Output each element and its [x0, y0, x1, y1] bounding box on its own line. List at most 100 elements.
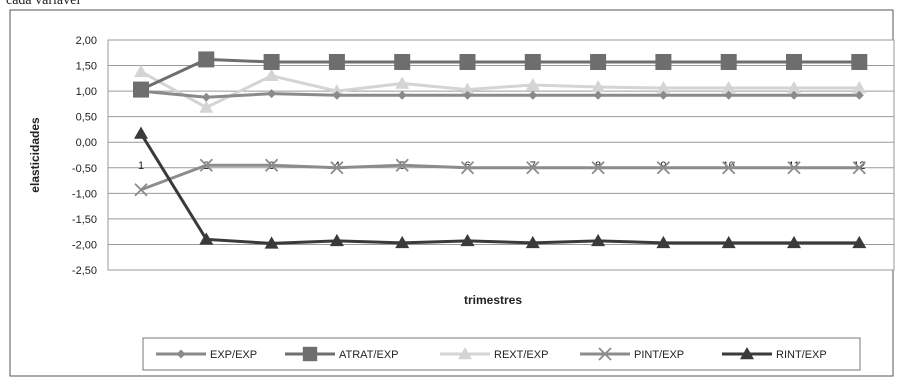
x-tick-label: 11 [788, 160, 799, 172]
point [590, 53, 607, 70]
series-line [140, 70, 860, 110]
point [199, 232, 214, 245]
y-tick-label: -2,00 [72, 239, 97, 251]
point [591, 80, 606, 93]
point [593, 90, 603, 100]
point [267, 89, 277, 99]
point [656, 81, 671, 94]
legend-label: RINT/EXP [776, 349, 827, 361]
series-line [140, 57, 860, 91]
point [263, 53, 280, 70]
series-group [133, 51, 868, 249]
legend-item: RINT/EXP [722, 347, 827, 361]
legend-item: PINT/EXP [580, 347, 684, 361]
point [395, 76, 410, 89]
point [591, 233, 606, 247]
x-tick-label: 4 [334, 160, 340, 172]
legend: EXP/EXP ATRAT/EXP REXT/EXP PINT/EXP RINT/EXP [156, 346, 827, 362]
point [328, 53, 345, 70]
point [394, 53, 411, 70]
point [199, 158, 213, 172]
y-tick-label: 1,50 [76, 61, 97, 73]
y-tick-label: -1,50 [72, 214, 97, 226]
point [330, 161, 344, 175]
point [332, 90, 342, 100]
point [395, 235, 410, 249]
header-fragment: cada variável [6, 0, 80, 8]
point [655, 53, 672, 70]
series-line [139, 132, 860, 245]
x-axis-title: trimestres [464, 293, 522, 307]
point [852, 235, 867, 249]
point [852, 161, 866, 175]
point [134, 126, 148, 139]
y-tick-labels: 2,00 1,50 1,00 0,50 0,00 -0,50 -1,00 -1,50 -2,00… [72, 35, 97, 277]
plot-area [107, 39, 895, 271]
point [740, 347, 754, 360]
point [463, 90, 472, 100]
point [329, 233, 344, 247]
y-tick-label: 2,00 [76, 35, 97, 47]
point [525, 235, 540, 249]
x-tick-label: 9 [660, 160, 666, 172]
point [199, 100, 214, 113]
x-tick-label: 8 [595, 160, 601, 172]
point [524, 53, 541, 70]
point [658, 90, 668, 100]
point [459, 53, 476, 70]
point [721, 235, 736, 249]
point [134, 183, 148, 197]
point [528, 90, 538, 100]
x-tick-label: 10 [723, 160, 735, 172]
y-tick-label: 0,00 [76, 137, 97, 149]
x-tick-label: 6 [464, 160, 470, 172]
point [302, 346, 318, 362]
point [851, 53, 868, 70]
legend-label: REXT/EXP [494, 349, 548, 361]
y-tick-label: 1,00 [76, 86, 97, 98]
series-line [140, 89, 860, 99]
y-tick-label: -1,00 [72, 188, 97, 200]
point [460, 161, 475, 175]
point [724, 90, 734, 100]
point [395, 158, 409, 172]
x-tick-label: 7 [530, 160, 536, 172]
series-pint-exp [134, 158, 866, 197]
x-tick-label: 12 [853, 160, 865, 172]
point [397, 90, 407, 100]
legend-label: PINT/EXP [634, 349, 684, 361]
series-rext-exp [134, 64, 867, 113]
point [591, 161, 605, 175]
x-tick-label: 1 [138, 160, 144, 172]
y-axis-title: elasticidades [28, 117, 42, 193]
series-line [140, 163, 860, 192]
point [264, 68, 279, 82]
legend-label: ATRAT/EXP [339, 349, 399, 361]
point [789, 90, 799, 100]
point [198, 51, 215, 68]
point [787, 161, 801, 175]
point [656, 161, 671, 175]
point [854, 90, 864, 100]
legend-item: ATRAT/EXP [285, 346, 399, 362]
point [329, 84, 344, 97]
point [598, 347, 612, 361]
legend-label: EXP/EXP [210, 349, 257, 361]
y-tick-label: 0,50 [76, 112, 97, 124]
point [264, 236, 279, 249]
y-tick-label: -2,50 [72, 265, 97, 277]
point [134, 64, 148, 77]
y-tick-label: -0,50 [72, 163, 97, 175]
point [176, 349, 186, 359]
point [722, 161, 736, 175]
point [460, 233, 475, 247]
point [460, 82, 475, 95]
point [787, 81, 801, 94]
point [787, 235, 801, 249]
point [656, 235, 671, 249]
legend-item: REXT/EXP [440, 347, 548, 361]
point [721, 81, 736, 94]
series-rint-exp [134, 126, 867, 249]
legend-item: EXP/EXP [156, 349, 257, 361]
